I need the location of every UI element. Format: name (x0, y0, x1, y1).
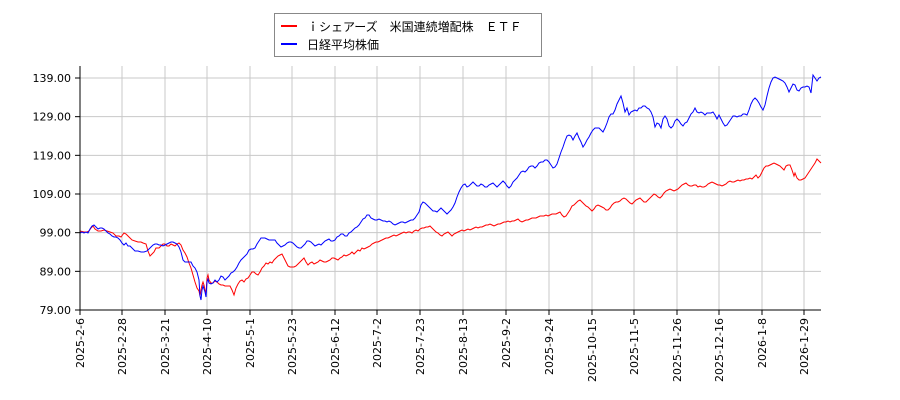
y-tick-label: 119.00 (33, 149, 72, 162)
x-tick-label: 2025-11-5 (628, 318, 641, 375)
y-tick-label: 99.00 (40, 227, 72, 240)
x-tick-label: 2025-10-15 (586, 318, 599, 382)
chart-legend: ｉシェアーズ 米国連続増配株 ＥＴＦ 日経平均株価 (274, 13, 542, 57)
legend-swatch-blue (281, 43, 297, 45)
x-tick-label: 2025-12-16 (713, 318, 726, 382)
x-tick-label: 2025-3-21 (159, 318, 172, 375)
y-tick-label: 79.00 (40, 304, 72, 317)
x-tick-label: 2025-2-6 (74, 318, 87, 368)
y-axis: 139.00 129.00 119.00 109.00 99.00 89.00 79.00 (33, 72, 80, 317)
y-tick-label: 129.00 (33, 111, 72, 124)
y-tick-label: 139.00 (33, 72, 72, 85)
y-tick-label: 109.00 (33, 188, 72, 201)
x-tick-label: 2025-7-23 (414, 318, 427, 375)
x-tick-label: 2026-1-29 (798, 318, 811, 375)
x-tick-label: 2025-9-24 (543, 318, 556, 375)
x-tick-label: 2025-4-10 (201, 318, 214, 375)
x-tick-label: 2025-6-12 (329, 318, 342, 375)
x-axis: 2025-2-6 2025-2-28 2025-3-21 2025-4-10 2025-… (74, 310, 811, 382)
x-tick-label: 2025-5-1 (244, 318, 257, 368)
series-ishares-us-dividend-etf-line (79, 158, 822, 297)
x-tick-label: 2025-7-2 (371, 318, 384, 368)
x-tick-label: 2025-5-23 (286, 318, 299, 375)
x-tick-label: 2025-2-28 (116, 318, 129, 375)
x-tick-label: 2025-11-26 (671, 318, 684, 382)
series-nikkei-225-line (79, 73, 822, 301)
legend-label: ｉシェアーズ 米国連続増配株 ＥＴＦ (307, 19, 522, 34)
legend-label: 日経平均株価 (307, 37, 380, 52)
grid-lines (79, 66, 821, 311)
legend-item-ishares: ｉシェアーズ 米国連続増配株 ＥＴＦ (281, 17, 522, 35)
legend-item-nikkei: 日経平均株価 (281, 35, 379, 53)
x-tick-label: 2026-1-8 (756, 318, 769, 368)
x-tick-label: 2025-8-13 (457, 318, 470, 375)
x-tick-label: 2025-9-2 (500, 318, 513, 368)
y-tick-label: 89.00 (40, 265, 72, 278)
legend-swatch-red (281, 25, 297, 27)
